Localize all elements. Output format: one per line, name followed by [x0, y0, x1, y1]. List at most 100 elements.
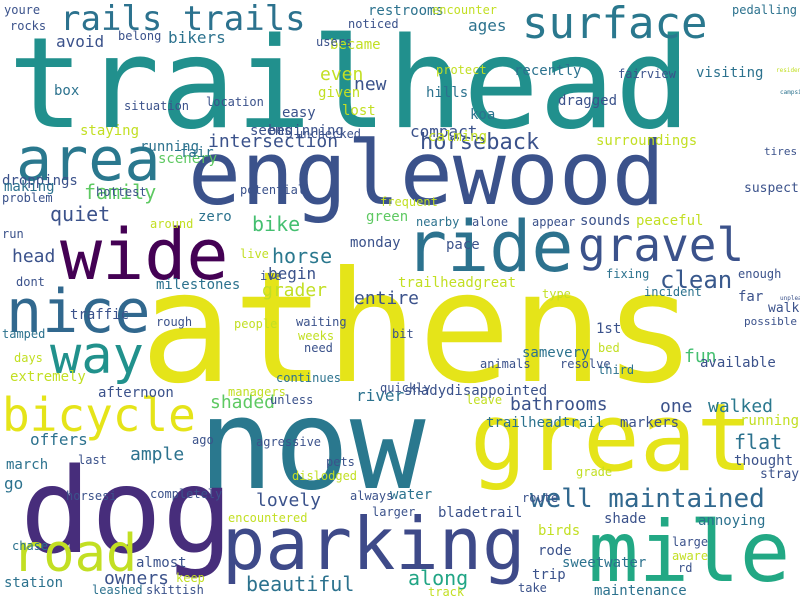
cloud-word: stray: [760, 467, 800, 482]
cloud-word: far: [738, 289, 764, 305]
cloud-word: offers: [30, 430, 88, 449]
cloud-word: surface: [522, 0, 708, 49]
cloud-word: fixing: [606, 267, 650, 281]
cloud-word: rocks: [10, 19, 47, 33]
cloud-word: pace: [446, 237, 480, 253]
cloud-word: around: [150, 217, 194, 231]
cloud-word: clean: [660, 266, 733, 294]
cloud-word: athens: [140, 239, 697, 418]
cloud-word: aware: [672, 549, 709, 563]
cloud-word: bladetrail: [438, 505, 523, 521]
cloud-word: horsesi: [66, 489, 117, 503]
cloud-word: ago: [192, 433, 214, 447]
cloud-word: agressive: [256, 435, 322, 449]
cloud-word: peaceful: [636, 213, 704, 229]
cloud-word: grader: [262, 280, 328, 301]
cloud-word: nearby: [416, 215, 460, 229]
cloud-word: hills: [426, 85, 469, 101]
cloud-word: unchecked: [296, 127, 362, 141]
cloud-word: last: [78, 453, 107, 467]
cloud-word: rails trails: [60, 0, 306, 39]
cloud-word: potential: [240, 183, 306, 197]
cloud-word: surroundings: [596, 133, 698, 149]
cloud-word: take: [518, 581, 547, 595]
cloud-word: even: [320, 64, 364, 85]
cloud-word: green: [366, 209, 409, 225]
cloud-word: suspect: [744, 181, 799, 196]
cloud-word: nice: [6, 277, 151, 347]
cloud-word: frequent: [380, 195, 438, 209]
cloud-word: ive: [260, 269, 282, 283]
cloud-word: campsite: [780, 89, 800, 96]
cloud-word: traffic: [70, 307, 130, 323]
cloud-word: need: [304, 341, 333, 355]
cloud-word: rd: [678, 561, 693, 575]
cloud-word: making: [4, 179, 55, 195]
cloud-word: easy: [282, 105, 316, 121]
cloud-word: fair: [180, 145, 214, 161]
cloud-word: available: [700, 355, 776, 371]
cloud-word: walk: [768, 301, 800, 316]
cloud-word: almost: [136, 555, 187, 571]
cloud-word: enough: [738, 267, 782, 281]
cloud-word: appear: [532, 215, 576, 229]
cloud-word: tires: [764, 145, 798, 158]
cloud-word: live: [240, 247, 269, 261]
cloud-word: seems: [250, 123, 293, 139]
cloud-word: continues: [276, 371, 342, 385]
cloud-word: rough: [156, 315, 193, 329]
cloud-word: horse: [272, 244, 333, 268]
cloud-word: managers: [228, 385, 286, 399]
cloud-word: pets: [326, 455, 355, 469]
cloud-word: walked: [708, 396, 774, 417]
cloud-word: birds: [538, 523, 581, 539]
cloud-word: animals: [480, 357, 531, 371]
cloud-word: trailhead: [8, 10, 691, 157]
cloud-word: gravel: [578, 218, 745, 272]
cloud-word: lost: [342, 103, 376, 119]
cloud-word: road: [12, 524, 138, 584]
cloud-word: now: [198, 371, 426, 518]
cloud-word: skittish: [146, 583, 204, 597]
cloud-word: wide: [60, 214, 229, 296]
cloud-word: users: [316, 35, 353, 49]
cloud-word: shaded: [210, 392, 276, 413]
cloud-word: avoid: [56, 32, 105, 51]
cloud-word: chase: [12, 539, 49, 553]
cloud-word: englewood: [188, 122, 665, 225]
cloud-word: one: [660, 396, 693, 417]
cloud-word: afternoon: [98, 385, 174, 401]
cloud-word: markers: [620, 415, 680, 431]
cloud-word: milestones: [156, 277, 241, 293]
cloud-word: monday: [350, 235, 401, 251]
cloud-word: quickly: [380, 381, 431, 395]
cloud-word: head: [12, 246, 56, 267]
cloud-word: noticed: [348, 17, 399, 31]
cloud-word: bikers: [168, 28, 226, 47]
cloud-word: track: [428, 585, 465, 599]
cloud-word: water: [390, 487, 433, 503]
cloud-word: disappointed: [446, 383, 548, 399]
cloud-word: samevery: [522, 345, 590, 361]
cloud-word: horseback: [420, 130, 540, 155]
cloud-word: calming: [428, 129, 488, 145]
cloud-word: problem: [2, 191, 53, 205]
cloud-word: parking: [222, 502, 526, 586]
cloud-word: running: [140, 139, 200, 155]
cloud-word: recently: [514, 63, 582, 79]
cloud-word: mile: [588, 503, 791, 600]
cloud-word: trailheadtrail: [486, 415, 605, 431]
cloud-word: running: [740, 413, 800, 429]
cloud-word: type: [542, 287, 571, 301]
cloud-word: weeks: [298, 329, 335, 343]
cloud-word: rode: [538, 543, 572, 559]
cloud-word: unless: [270, 393, 314, 407]
cloud-word: leave: [466, 393, 503, 407]
cloud-word: shade: [604, 511, 647, 527]
cloud-word: protect: [436, 63, 487, 77]
cloud-word: scenery: [158, 151, 218, 167]
cloud-word: flat: [734, 430, 783, 454]
cloud-word: thought: [734, 453, 794, 469]
cloud-word: third: [598, 363, 635, 377]
